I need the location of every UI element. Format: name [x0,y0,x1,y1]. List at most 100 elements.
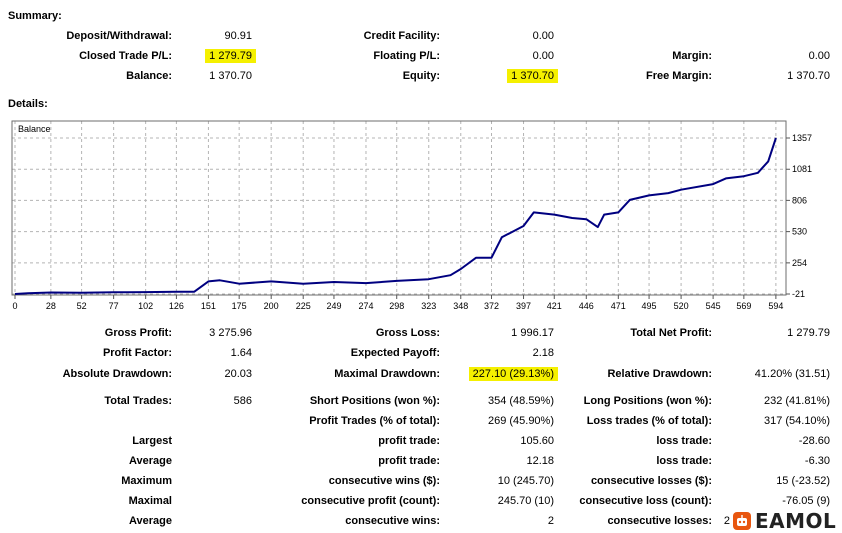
expected-payoff-label: Expected Payoff: [350,347,440,359]
floating-label: Floating P/L: [373,50,440,62]
total-trades-label: Total Trades: [104,395,172,407]
total-net-profit-label: Total Net Profit: [630,327,712,339]
maximal-label: Maximal [128,495,172,507]
max-consecutive-wins-label: consecutive wins ($): [328,475,440,487]
y-tick-label: 806 [792,195,807,205]
average-loss-label: loss trade: [656,455,712,467]
maximum-label: Maximum [121,475,172,487]
floating-value: 0.00 [532,50,554,62]
relative-drawdown-value: 41.20% (31.51) [754,368,830,380]
avg-consecutive-wins-label: consecutive wins: [345,515,440,527]
balance-value: 1 370.70 [209,70,252,82]
maximal-consecutive-loss-label: consecutive loss (count): [579,495,712,507]
watermark-text: EAMOL [755,509,837,533]
equity-label: Equity: [402,70,440,82]
chart-y-axis: 1357 1081 806 530 254 -21 [786,133,812,299]
avg-consecutive-losses-label: consecutive losses: [607,515,712,527]
x-tick-label: 102 [138,301,153,311]
profit-factor-value: 1.64 [230,347,252,359]
x-tick-label: 151 [201,301,216,311]
chart-title: Balance [18,124,51,134]
x-tick-label: 77 [109,301,119,311]
margin-label: Margin: [672,50,712,62]
deposit-value: 90.91 [224,30,252,42]
chart-frame [11,120,787,296]
short-positions-value: 354 (48.59%) [487,395,554,407]
chart-x-axis: 0 28 52 77 102 126 151 175 200 225 249 274 298 323 348… [12,295,783,311]
x-tick-label: 52 [77,301,87,311]
loss-trades-value: 317 (54.10%) [763,415,830,427]
maximal-consecutive-loss-value: -76.05 (9) [782,495,830,507]
gross-loss-label: Gross Loss: [375,327,440,339]
robot-icon [733,512,751,530]
long-positions-value: 232 (41.81%) [763,395,830,407]
maximal-consecutive-profit-value: 245.70 (10) [497,495,554,507]
x-tick-label: 520 [674,301,689,311]
maximal-drawdown-label: Maximal Drawdown: [334,368,440,380]
largest-loss-value: -28.60 [798,435,830,447]
profit-trades-label: Profit Trades (% of total): [309,415,440,427]
y-tick-label: 530 [792,227,807,237]
total-trades-value: 586 [233,395,252,407]
x-tick-label: 175 [232,301,247,311]
x-tick-label: 495 [642,301,657,311]
y-tick-label: 254 [792,258,807,268]
free-margin-value: 1 370.70 [787,70,830,82]
x-tick-label: 274 [358,301,373,311]
x-tick-label: 298 [389,301,404,311]
average-loss-value: -6.30 [804,455,830,467]
x-tick-label: 471 [611,301,626,311]
y-tick-label: -21 [792,289,805,299]
x-tick-label: 200 [264,301,279,311]
avg-consecutive-wins-value: 2 [547,515,554,527]
gross-profit-label: Gross Profit: [104,327,172,339]
x-tick-label: 569 [736,301,751,311]
margin-value: 0.00 [808,50,830,62]
x-tick-label: 249 [326,301,341,311]
loss-trades-label: Loss trades (% of total): [586,415,712,427]
profit-trades-value: 269 (45.90%) [487,415,554,427]
short-positions-label: Short Positions (won %): [309,395,440,407]
absolute-drawdown-label: Absolute Drawdown: [62,368,172,380]
gross-profit-value: 3 275.96 [209,327,252,339]
max-consecutive-wins-value: 10 (245.70) [497,475,554,487]
absolute-drawdown-value: 20.03 [224,368,252,380]
relative-drawdown-label: Relative Drawdown: [607,368,712,380]
chart-grid [12,121,786,295]
summary-heading: Summary: [8,10,62,22]
gross-loss-value: 1 996.17 [511,327,554,339]
x-tick-label: 0 [12,301,17,311]
closed-trade-label: Closed Trade P/L: [79,50,172,62]
x-tick-label: 225 [296,301,311,311]
closed-trade-value: 1 279.79 [205,49,256,63]
x-tick-label: 594 [768,301,783,311]
maximal-drawdown-value: 227.10 (29.13%) [468,367,558,381]
credit-facility-label: Credit Facility: [363,30,440,42]
average-profit-label: profit trade: [378,455,440,467]
details-heading: Details: [8,98,48,110]
eamol-watermark: EAMOL [733,509,839,533]
x-tick-label: 446 [579,301,594,311]
avg-consecutive-losses-value: 2 [723,515,730,527]
balance-chart: Balance 1357 1081 806 530 254 -21 0 28 52 77 102 1… [11,120,812,311]
max-consecutive-losses-value: 15 (-23.52) [776,475,830,487]
long-positions-label: Long Positions (won %): [583,395,712,407]
x-tick-label: 348 [453,301,468,311]
balance-label: Balance: [126,70,172,82]
largest-profit-label: profit trade: [378,435,440,447]
x-tick-label: 421 [547,301,562,311]
expected-payoff-value: 2.18 [532,347,554,359]
x-tick-label: 28 [46,301,56,311]
x-tick-label: 545 [706,301,721,311]
largest-profit-value: 105.60 [520,435,554,447]
max-consecutive-losses-label: consecutive losses ($): [590,475,712,487]
largest-label: Largest [132,435,172,447]
profit-factor-label: Profit Factor: [102,347,172,359]
y-tick-label: 1357 [792,133,812,143]
average-label: Average [128,455,172,467]
y-tick-label: 1081 [792,164,812,174]
average-profit-value: 12.18 [526,455,554,467]
credit-facility-value: 0.00 [532,30,554,42]
balance-series-line [14,137,777,295]
equity-value: 1 370.70 [507,69,558,83]
